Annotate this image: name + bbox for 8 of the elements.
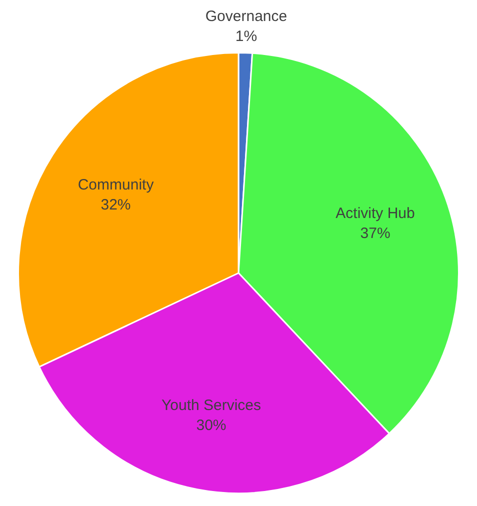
slice-label: Youth Services — [162, 396, 262, 414]
data-label: 32% — [100, 196, 131, 214]
data-label: 30% — [196, 416, 226, 434]
data-label: 1% — [235, 28, 258, 46]
slice-label: Activity Hub — [336, 204, 415, 222]
slice-label: Community — [78, 176, 154, 194]
data-label: 37% — [360, 224, 390, 242]
slice-label: Governance — [205, 8, 288, 26]
